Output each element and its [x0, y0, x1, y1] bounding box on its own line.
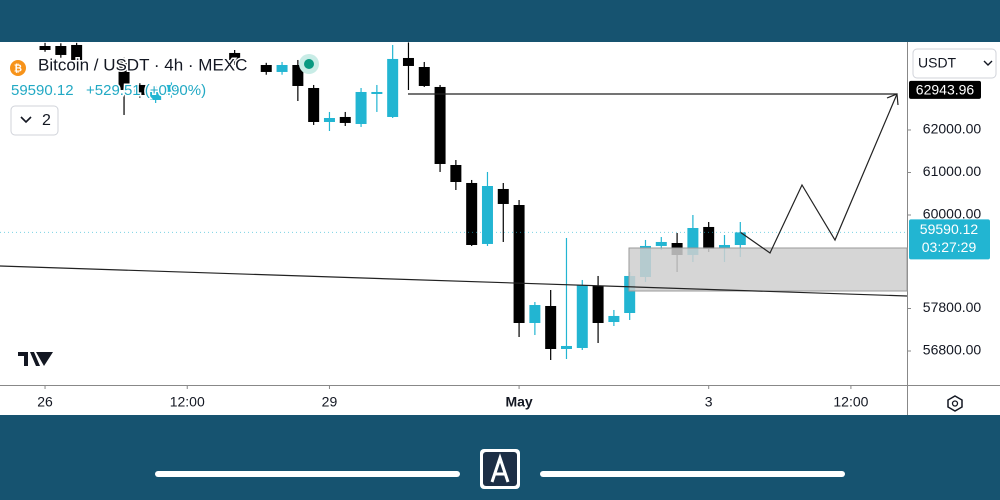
price-change: +529.51 (+0.90%)	[86, 82, 206, 99]
candle-body	[118, 59, 130, 90]
trend-line	[0, 265, 908, 297]
candle-body	[402, 57, 414, 66]
candle-body	[134, 84, 146, 95]
candle-body	[418, 66, 430, 86]
status-dot	[304, 59, 314, 69]
overlay: 62943.96 59590.12 03:27:29	[0, 80, 990, 260]
candle-body	[387, 58, 399, 117]
logo	[483, 452, 517, 486]
chart-title: Bitcoin / USDT · 4h · MEXC	[38, 55, 247, 74]
chevron	[20, 116, 32, 124]
plot	[39, 42, 746, 361]
settings-icon-center	[951, 400, 959, 407]
currency-dropdown[interactable]	[912, 48, 997, 79]
candle-body	[229, 52, 241, 60]
candle-body	[292, 64, 304, 86]
logo-glyph	[490, 453, 510, 483]
candle-body	[592, 286, 604, 323]
settings-icon[interactable]	[947, 395, 963, 412]
candle-body	[718, 244, 730, 248]
indicator-count: 2	[42, 112, 51, 129]
candle-body	[39, 45, 51, 50]
candle-body	[608, 315, 620, 323]
target-price-box	[909, 80, 981, 99]
target-price-label: 62943.96	[916, 82, 975, 98]
x-tick-label: 12:00	[170, 394, 205, 410]
candle-body	[371, 91, 383, 94]
candle-body	[481, 186, 493, 244]
countdown-label: 03:27:29	[922, 239, 977, 255]
candle-body	[260, 64, 272, 72]
y-tick-label: 62000.00	[923, 121, 982, 137]
candle-body	[434, 86, 446, 164]
candle-body	[624, 275, 636, 313]
candle-body	[165, 84, 177, 95]
last-price-box	[909, 219, 990, 260]
candle-body	[308, 87, 320, 122]
currency-label: USDT	[918, 55, 957, 71]
zone-box	[628, 247, 908, 292]
candle-body	[497, 188, 509, 204]
x-tick-label: 29	[322, 394, 338, 410]
candle-body	[339, 116, 351, 123]
candle-body	[529, 305, 541, 323]
candle-body	[576, 284, 588, 348]
candle-body	[687, 227, 699, 255]
btc-icon	[10, 60, 26, 76]
candle-body	[323, 117, 335, 122]
candle-body	[513, 204, 525, 323]
candle-body	[734, 232, 746, 245]
candle-body	[150, 87, 162, 100]
nav-bar-right	[540, 471, 845, 477]
candle-body	[276, 64, 288, 72]
candle-body	[560, 345, 572, 349]
candle-body	[545, 305, 557, 349]
y-tick-label: 61000.00	[923, 163, 982, 179]
last-price-axis-label: 59590.12	[920, 221, 979, 237]
candle-body	[703, 226, 715, 249]
dropdown-chevron	[983, 60, 993, 66]
last-price: 59590.12	[11, 82, 74, 99]
x-tick-label: 12:00	[833, 394, 868, 410]
x-tick-label: 3	[705, 394, 713, 410]
candle-body	[355, 91, 367, 124]
candle-body	[466, 182, 478, 245]
candle-body	[655, 241, 667, 246]
y-tick-label: 56800.00	[923, 342, 982, 358]
arrow-head	[886, 93, 899, 106]
candle-body	[55, 45, 67, 55]
btc-icon-glyph: ₿	[14, 63, 22, 75]
tv-logo	[18, 352, 53, 366]
x-tick-label: 26	[37, 394, 53, 410]
chart-panel	[0, 42, 1000, 415]
y-tick-label: 57800.00	[923, 299, 982, 315]
nav-bar-left	[155, 471, 460, 477]
x-tick-label: May	[505, 394, 532, 410]
y-tick-label: 60000.00	[923, 206, 982, 222]
candle-body	[450, 165, 462, 183]
candle-body	[71, 44, 83, 60]
indicator-toggle[interactable]	[10, 105, 59, 136]
projection-path	[739, 93, 898, 254]
